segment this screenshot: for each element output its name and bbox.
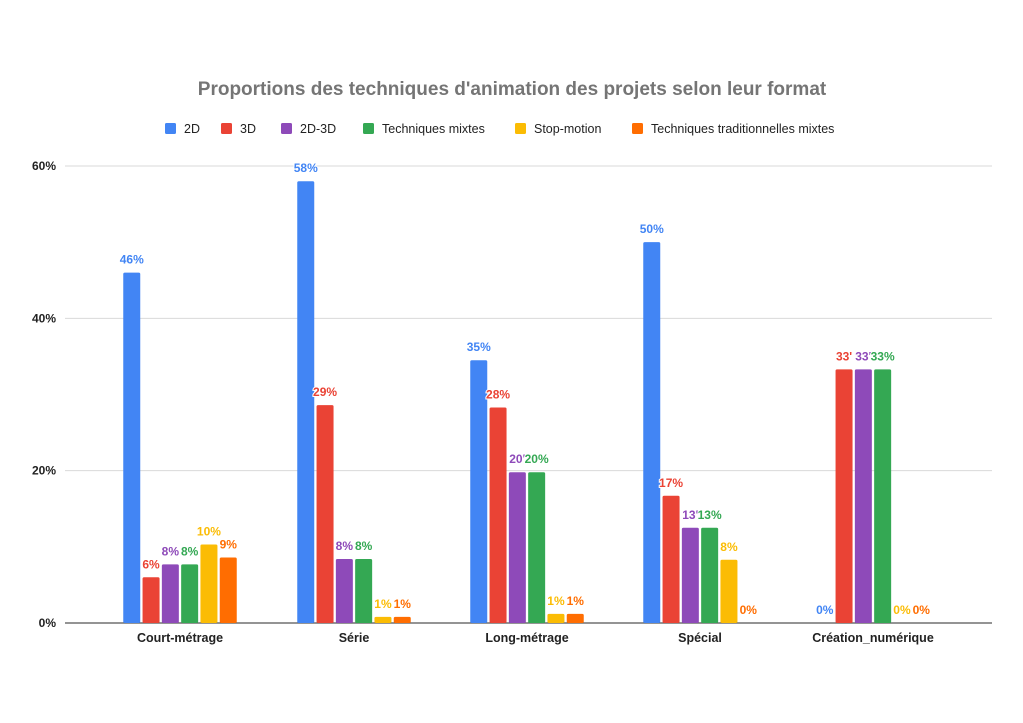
data-label: 0%: [740, 603, 758, 617]
bar[interactable]: [547, 613, 565, 623]
data-label: 33': [855, 349, 871, 363]
legend-item[interactable]: 2D: [165, 122, 200, 136]
x-category-label: Court-métrage: [137, 631, 223, 645]
bar[interactable]: [854, 369, 872, 623]
legend-item[interactable]: 2D-3D: [281, 122, 336, 136]
data-label: 9%: [220, 537, 238, 551]
bar[interactable]: [335, 559, 353, 623]
chart-title: Proportions des techniques d'animation d…: [198, 79, 827, 100]
data-label: 17%: [659, 476, 683, 490]
bar[interactable]: [528, 472, 546, 623]
bar[interactable]: [835, 369, 853, 623]
legend-item[interactable]: Techniques mixtes: [363, 122, 485, 136]
data-label: 8%: [181, 544, 199, 558]
legend-item[interactable]: Stop-motion: [515, 122, 601, 136]
data-label: 13': [682, 508, 698, 522]
bar[interactable]: [200, 544, 218, 623]
bars: [123, 181, 892, 623]
legend-label: 2D: [184, 122, 200, 136]
data-label: 29%: [313, 385, 337, 399]
data-label: 0%: [816, 603, 834, 617]
bar[interactable]: [297, 181, 315, 623]
legend-swatch: [165, 123, 176, 134]
legend-label: 3D: [240, 122, 256, 136]
bar[interactable]: [219, 557, 237, 623]
legend-swatch: [363, 123, 374, 134]
data-labels: 46%6%8% 8%10%9%58%29%8% 8%1% 1%35%28%20' 20%…: [119, 160, 932, 618]
bar[interactable]: [662, 495, 680, 623]
bar[interactable]: [355, 559, 373, 623]
x-category-label: Long-métrage: [485, 631, 568, 645]
legend-swatch: [632, 123, 643, 134]
legend-label: Stop-motion: [534, 122, 601, 136]
bar[interactable]: [161, 564, 179, 623]
bar[interactable]: [181, 564, 199, 623]
legend: 2D 3D 2D-3D Techniques mixtes Stop-motion Tec…: [165, 122, 834, 136]
x-category-label: Création_numérique: [812, 631, 934, 645]
y-tick-label: 40%: [32, 311, 56, 325]
y-axis-ticks: 0% 20% 40% 60%: [32, 159, 56, 630]
bar[interactable]: [701, 527, 719, 623]
legend-swatch: [221, 123, 232, 134]
bar[interactable]: [874, 369, 892, 623]
bar[interactable]: [470, 360, 488, 623]
legend-item[interactable]: 3D: [221, 122, 256, 136]
data-label: 0%: [893, 603, 911, 617]
data-label: 0%: [913, 603, 931, 617]
data-label: 1%: [567, 594, 585, 608]
bar[interactable]: [720, 559, 738, 623]
x-category-label: Spécial: [678, 631, 722, 645]
y-tick-label: 20%: [32, 464, 56, 478]
data-label: 13%: [698, 508, 722, 522]
data-label: 1%: [547, 594, 565, 608]
bar[interactable]: [393, 616, 411, 623]
data-label: 1%: [374, 597, 392, 611]
bar[interactable]: [643, 242, 661, 623]
bar[interactable]: [123, 272, 141, 623]
legend-swatch: [281, 123, 292, 134]
data-label: 28%: [486, 387, 510, 401]
legend-swatch: [515, 123, 526, 134]
data-label: 46%: [120, 253, 144, 267]
data-label: 20%: [525, 452, 549, 466]
y-tick-label: 0%: [39, 616, 57, 630]
data-label: 8%: [162, 544, 180, 558]
bar[interactable]: [316, 405, 334, 623]
legend-label: Techniques mixtes: [382, 122, 485, 136]
bar[interactable]: [508, 472, 526, 623]
data-label: 33': [836, 349, 852, 363]
bar[interactable]: [142, 577, 160, 623]
data-label: 35%: [467, 340, 491, 354]
legend-item[interactable]: Techniques traditionnelles mixtes: [632, 122, 834, 136]
data-label: 8%: [720, 540, 738, 554]
bar[interactable]: [374, 616, 392, 623]
data-label: 50%: [640, 222, 664, 236]
y-tick-label: 60%: [32, 159, 56, 173]
data-label: 58%: [294, 161, 318, 175]
bar[interactable]: [489, 407, 507, 623]
bar[interactable]: [681, 527, 699, 623]
data-label: 10%: [197, 525, 221, 539]
legend-label: Techniques traditionnelles mixtes: [651, 122, 834, 136]
data-label: 8%: [355, 539, 373, 553]
data-label: 33%: [871, 349, 895, 363]
legend-label: 2D-3D: [300, 122, 336, 136]
data-label: 20': [509, 452, 525, 466]
x-category-label: Série: [339, 631, 370, 645]
x-axis-categories: Court-métrage Série Long-métrage Spécial Cré…: [137, 631, 934, 645]
data-label: 1%: [394, 597, 412, 611]
data-label: 8%: [336, 539, 354, 553]
data-label: 6%: [142, 557, 160, 571]
bar[interactable]: [566, 613, 584, 623]
